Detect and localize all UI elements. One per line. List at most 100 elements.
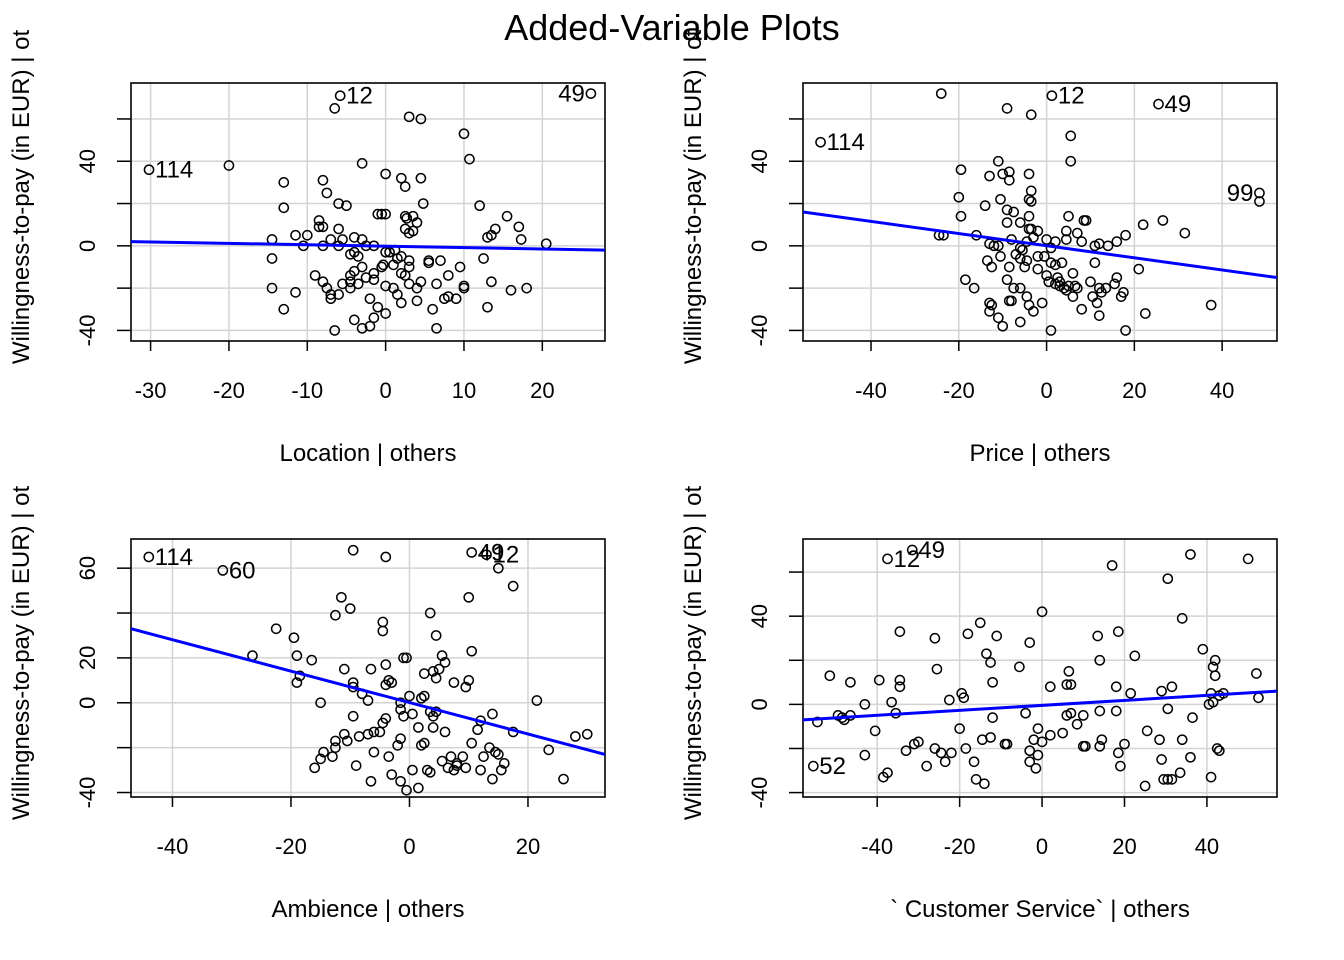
- data-point: [1185, 751, 1196, 763]
- data-point: [873, 674, 885, 686]
- data-point: [1050, 236, 1061, 247]
- data-point: [992, 155, 1004, 167]
- data-point: [886, 696, 897, 708]
- data-point: [404, 690, 415, 702]
- data-point: [290, 287, 301, 298]
- data-point: [987, 712, 998, 723]
- data-point: [413, 782, 424, 794]
- data-point: [1111, 236, 1123, 247]
- data-point: [347, 544, 359, 556]
- data-point: [913, 736, 924, 748]
- data-point: [1156, 685, 1167, 697]
- data-point: [1156, 754, 1167, 765]
- data-point: [474, 200, 485, 212]
- data-point: [315, 697, 326, 709]
- data-point: [291, 650, 303, 662]
- data-point: [288, 632, 300, 644]
- data-point: [427, 722, 439, 733]
- data-point: [1253, 692, 1264, 704]
- data-point: [362, 728, 374, 740]
- data-point: [386, 677, 398, 688]
- data-point: [445, 751, 457, 762]
- x-tick-label: 0: [403, 834, 415, 859]
- regression-line: [803, 210, 1277, 280]
- data-point: [986, 261, 998, 273]
- data-point: [338, 663, 350, 675]
- data-point: [306, 654, 318, 666]
- data-point: [1109, 278, 1120, 290]
- data-point: [345, 276, 356, 288]
- data-point: [1006, 295, 1017, 307]
- data-point: [442, 270, 454, 281]
- data-point: [1110, 705, 1122, 717]
- data-point: [377, 625, 389, 637]
- data-point: [401, 212, 413, 224]
- data-point: [1071, 282, 1083, 294]
- data-point: [460, 681, 472, 693]
- data-point: [1020, 707, 1031, 719]
- data-point: [1003, 174, 1015, 186]
- data-point: [970, 774, 982, 785]
- data-point: [399, 270, 411, 281]
- data-point: [482, 301, 493, 313]
- data-point: [430, 630, 442, 641]
- y-axis-label: Willingness-to-pay (in EUR) | ot: [8, 30, 35, 365]
- data-point: [985, 732, 996, 743]
- x-tick-label: -40: [855, 378, 887, 403]
- data-point: [1001, 274, 1013, 286]
- data-point: [421, 764, 433, 776]
- data-point: [1021, 255, 1033, 266]
- data-point: [399, 210, 411, 222]
- data-point: [411, 282, 423, 294]
- data-point: [333, 198, 344, 209]
- data-point: [1076, 236, 1088, 247]
- x-axis-label: Price | others: [970, 440, 1111, 467]
- data-point: [365, 663, 377, 675]
- point-label: 12: [493, 542, 520, 569]
- data-point: [1089, 257, 1101, 269]
- labeled-data-point: [481, 549, 492, 561]
- data-point: [1023, 299, 1035, 311]
- regression-line: [131, 240, 605, 252]
- point-label: 49: [918, 537, 945, 564]
- data-point: [472, 724, 483, 736]
- labeled-data-point: [585, 88, 597, 99]
- data-point: [859, 699, 871, 710]
- y-tick-label: 0: [75, 240, 100, 252]
- data-point: [1080, 215, 1092, 226]
- plot-frame: [802, 82, 1278, 342]
- data-point: [1019, 261, 1030, 273]
- x-tick-label: 0: [1036, 834, 1048, 859]
- data-point: [1065, 707, 1077, 719]
- data-point: [493, 562, 504, 574]
- x-tick-label: -10: [291, 378, 323, 403]
- x-tick-label: -40: [861, 834, 893, 859]
- data-point: [317, 174, 329, 186]
- data-point: [968, 756, 980, 768]
- y-tick-label: 0: [747, 240, 772, 252]
- x-axis-label: Location | others: [279, 440, 456, 467]
- data-point: [309, 762, 321, 774]
- x-tick-label: -30: [135, 378, 167, 403]
- data-point: [301, 229, 313, 241]
- data-point: [1111, 272, 1123, 283]
- data-point: [478, 751, 489, 762]
- data-point: [418, 690, 430, 702]
- data-point: [377, 616, 389, 628]
- data-point: [1063, 210, 1074, 222]
- data-point: [1024, 745, 1036, 757]
- data-point: [345, 282, 356, 294]
- data-point: [278, 177, 290, 188]
- data-point: [436, 650, 448, 662]
- data-point: [380, 208, 391, 220]
- data-point: [1008, 206, 1020, 218]
- data-point: [380, 308, 391, 319]
- y-tick-label: -40: [747, 315, 772, 347]
- data-point: [1050, 259, 1061, 271]
- data-point: [395, 172, 407, 184]
- data-point: [466, 645, 478, 657]
- data-point: [1014, 316, 1026, 328]
- point-label: 49: [1165, 91, 1192, 118]
- data-point: [1001, 204, 1013, 216]
- y-axis-label: Willingness-to-pay (in EUR) | ot: [8, 486, 35, 821]
